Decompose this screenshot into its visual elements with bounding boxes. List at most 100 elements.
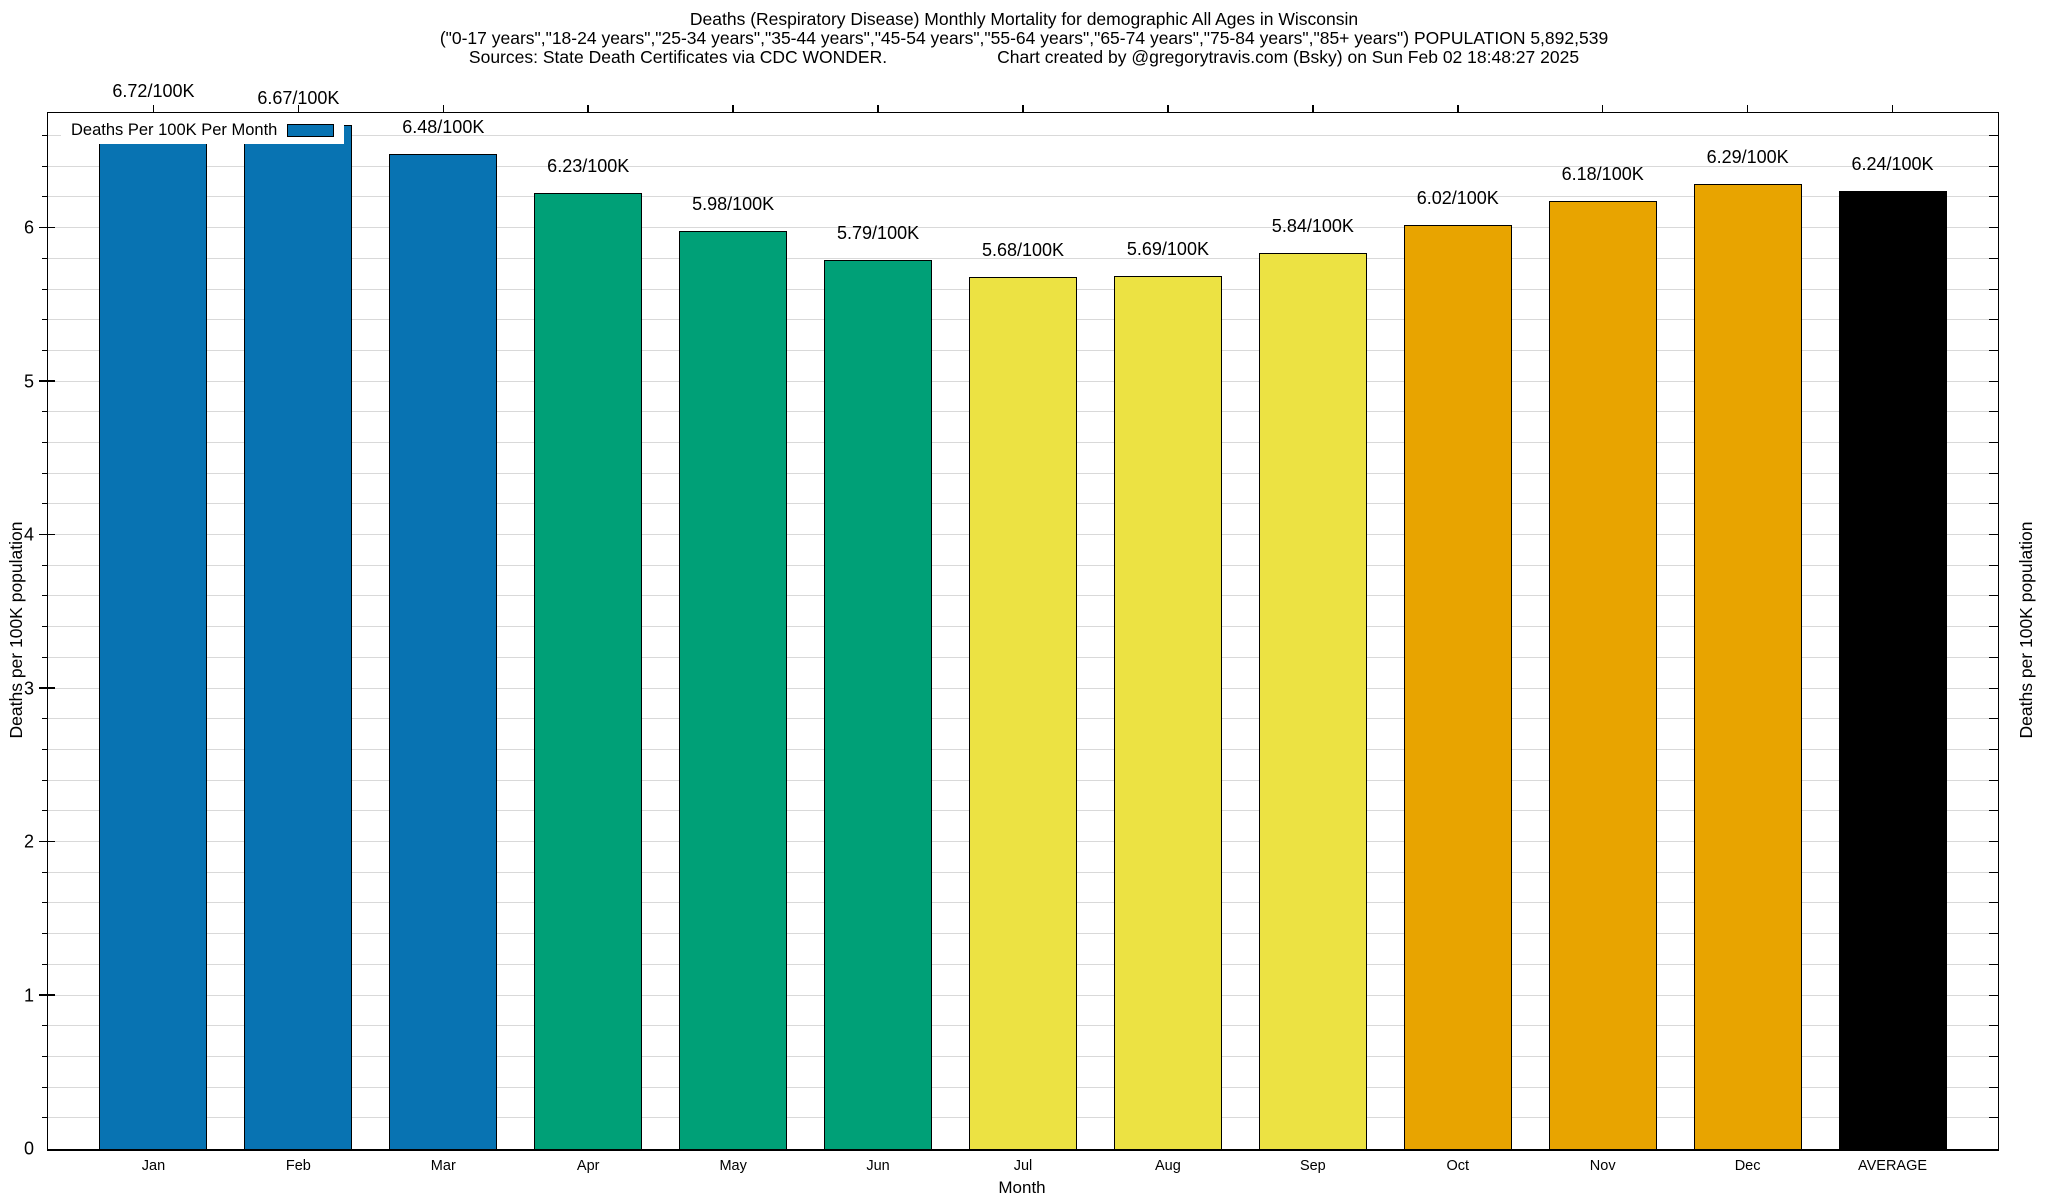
y-tick-left <box>39 226 55 229</box>
x-tick-label-jul: Jul <box>1013 1158 1033 1174</box>
legend-label: Deaths Per 100K Per Month <box>71 121 278 139</box>
y-tick-left <box>42 810 48 812</box>
y-tick-left <box>42 564 48 566</box>
y-tick-left <box>39 994 55 996</box>
y-tick-right <box>1989 227 1998 229</box>
y-tick-left <box>42 1025 48 1027</box>
bar-average <box>1838 191 1947 1149</box>
y-tick-label: 6 <box>23 217 34 238</box>
y-tick-right <box>1989 442 1998 443</box>
x-tick-top <box>1457 105 1459 113</box>
chart-title-block: Deaths (Respiratory Disease) Monthly Mor… <box>0 10 2048 67</box>
y-tick-left <box>42 933 48 935</box>
y-tick-right <box>1989 1025 1998 1027</box>
y-tick-right <box>1989 963 1998 965</box>
y-tick-left <box>42 503 48 505</box>
x-tick-top <box>1167 105 1169 113</box>
y-tick-right <box>1989 871 1998 873</box>
y-tick-left <box>42 748 48 750</box>
y-tick-left <box>39 380 55 382</box>
y-tick-left <box>42 871 48 873</box>
y-tick-left <box>39 840 55 843</box>
bar-value-label: 6.72/100K <box>112 80 195 101</box>
y-tick-right <box>1989 810 1998 812</box>
y-tick-left <box>42 1086 48 1088</box>
y-tick-right <box>1989 564 1998 566</box>
x-tick-label-oct: Oct <box>1446 1158 1470 1174</box>
y-tick-right <box>1989 288 1998 290</box>
y-tick-left <box>42 656 48 658</box>
y-tick-left <box>42 349 48 351</box>
y-tick-right <box>1989 135 1998 137</box>
bar-value-label: 5.68/100K <box>981 240 1065 261</box>
y-tick-left <box>42 319 48 321</box>
x-tick-label-mar: Mar <box>430 1158 456 1174</box>
bar-value-label: 6.48/100K <box>402 117 485 138</box>
y-tick-label: 4 <box>23 524 34 545</box>
y-tick-right <box>1989 411 1998 413</box>
x-tick-label-jan: Jan <box>141 1158 166 1174</box>
y-tick-right <box>1989 503 1998 505</box>
y-tick-left <box>42 135 48 137</box>
bar-sep <box>1258 252 1367 1149</box>
y-tick-left <box>42 288 48 290</box>
chart-sources-text: Sources: State Death Certificates via CD… <box>468 47 888 67</box>
x-tick-top <box>1312 105 1314 113</box>
bar-aug <box>1113 275 1222 1149</box>
x-tick-label-sep: Sep <box>1299 1158 1326 1174</box>
y-tick-right <box>1989 1086 1998 1088</box>
y-tick-label: 0 <box>23 1138 34 1159</box>
bar-value-label: 5.79/100K <box>837 223 920 244</box>
bar-may <box>679 231 788 1149</box>
x-tick-label-nov: Nov <box>1589 1158 1616 1174</box>
x-tick-top <box>152 105 155 113</box>
legend-swatch <box>287 124 335 137</box>
gridline <box>48 165 1998 167</box>
y-tick-label: 5 <box>23 371 34 392</box>
bar-jun <box>824 260 933 1149</box>
bar-value-label: 6.23/100K <box>547 155 630 176</box>
x-tick-label-feb: Feb <box>285 1158 311 1174</box>
y-tick-left <box>42 902 48 904</box>
chart-title-line2: ("0-17 years","18-24 years","25-34 years… <box>439 28 1609 48</box>
x-tick-label-aug: Aug <box>1155 1158 1181 1174</box>
y-tick-right <box>1989 994 1998 996</box>
y-tick-right <box>1989 380 1998 382</box>
y-tick-left <box>42 963 48 965</box>
y-tick-right <box>1989 841 1998 843</box>
y-tick-left <box>42 779 48 781</box>
y-tick-left <box>42 165 48 167</box>
gridline <box>48 227 1998 229</box>
bar-jan <box>99 117 208 1149</box>
x-tick-top <box>877 105 879 113</box>
y-tick-right <box>1989 534 1998 536</box>
plot-area: Deaths Per 100K Per Month 0 1 2 3 4 5 6 6.72/10… <box>24 81 1999 1174</box>
y-tick-left <box>42 411 48 413</box>
y-tick-right <box>1989 1117 1998 1119</box>
bar-nov <box>1548 200 1657 1149</box>
bar-value-label: 5.69/100K <box>1126 238 1209 259</box>
gridline <box>48 196 1998 198</box>
bar-value-label: 6.67/100K <box>257 88 340 109</box>
y-axis-label-left: Deaths per 100K population <box>6 521 26 739</box>
y-tick-right <box>1989 902 1998 904</box>
legend: Deaths Per 100K Per Month <box>61 118 345 144</box>
bar-value-label: 6.02/100K <box>1416 188 1499 209</box>
y-tick-right <box>1989 687 1998 689</box>
bar-apr <box>534 192 643 1149</box>
bar-mar <box>389 154 498 1149</box>
bar-value-label: 5.84/100K <box>1271 215 1354 236</box>
y-tick-label: 1 <box>23 985 34 1006</box>
x-tick-top <box>1601 105 1604 113</box>
y-tick-right <box>1989 933 1998 935</box>
y-tick-right <box>1989 748 1998 750</box>
x-tick-label-apr: Apr <box>576 1158 600 1174</box>
bar-oct <box>1403 225 1512 1149</box>
y-axis-label-right: Deaths per 100K population <box>2016 521 2036 739</box>
y-tick-right <box>1989 1055 1998 1057</box>
x-tick-label-may: May <box>719 1158 747 1174</box>
y-tick-left <box>42 1117 48 1119</box>
x-tick-label-jun: Jun <box>866 1158 890 1174</box>
y-tick-left <box>39 533 55 536</box>
y-tick-left <box>42 472 48 474</box>
